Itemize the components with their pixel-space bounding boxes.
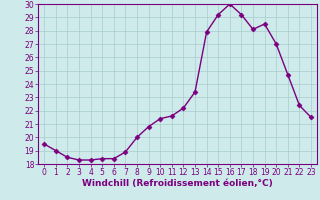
X-axis label: Windchill (Refroidissement éolien,°C): Windchill (Refroidissement éolien,°C) xyxy=(82,179,273,188)
